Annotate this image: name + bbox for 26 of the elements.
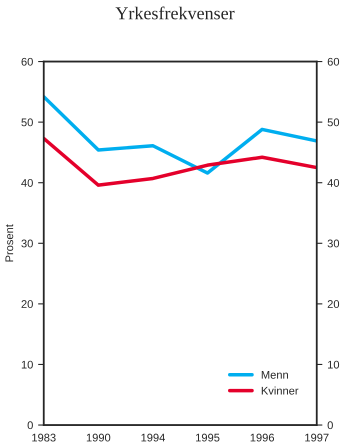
- y-axis-title: Prosent: [5, 224, 14, 262]
- y-tick-label: 10: [22, 360, 33, 369]
- y2-tick-label: 60: [328, 58, 340, 66]
- y-tick-label: 30: [21, 240, 33, 248]
- x-tick-label: 1983: [32, 434, 56, 442]
- y-tick-label: 0: [28, 421, 33, 430]
- legend-label: Kvinner: [262, 386, 298, 395]
- line-series: [44, 136, 317, 187]
- y-tick-label: 40: [21, 178, 33, 187]
- x-tick-label: 1997: [305, 434, 329, 442]
- y-tick-label: 50: [21, 118, 33, 126]
- x-tick-label: 1995: [196, 434, 220, 442]
- x-tick-label: 1996: [250, 434, 274, 442]
- y-tick-label: 20: [22, 300, 33, 308]
- y2-tick-label: 10: [328, 360, 340, 369]
- y2-tick-label: 30: [328, 240, 340, 248]
- x-tick-label: 1994: [141, 434, 165, 442]
- y2-tick-label: 40: [327, 178, 340, 187]
- y2-tick-label: 20: [328, 300, 340, 308]
- legend-label: Menn: [262, 371, 288, 379]
- y2-tick-label: 0: [328, 421, 333, 430]
- y2-tick-label: 50: [328, 118, 340, 126]
- line-series: [44, 94, 317, 175]
- x-tick-label: 1990: [86, 434, 110, 442]
- chart-title: Yrkesfrekvenser: [116, 6, 234, 20]
- y-tick-label: 60: [22, 58, 33, 66]
